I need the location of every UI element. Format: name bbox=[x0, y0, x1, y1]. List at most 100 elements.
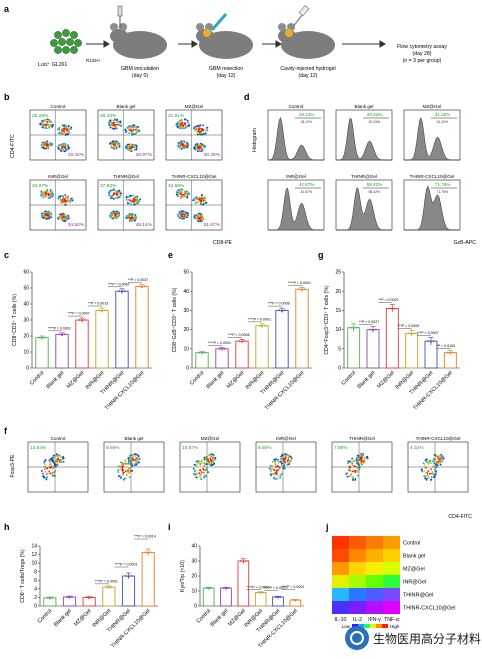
histogram-title: Control bbox=[289, 104, 304, 109]
flow-event bbox=[109, 212, 112, 215]
flow-event bbox=[121, 468, 124, 471]
x-tick-label: Control bbox=[29, 370, 46, 387]
flow-event bbox=[210, 460, 213, 463]
flow-event bbox=[193, 147, 196, 150]
flow-event bbox=[131, 130, 133, 133]
flow-event bbox=[110, 123, 112, 126]
flow-event bbox=[182, 195, 185, 198]
flow-event bbox=[114, 210, 117, 213]
quadrant-bottom-value: 48.14% bbox=[136, 222, 153, 228]
flow-event bbox=[135, 125, 138, 128]
flow-event bbox=[357, 456, 360, 459]
heatmap-cell bbox=[349, 549, 366, 562]
flow-event bbox=[128, 476, 131, 479]
quadrant-top-value: 9.65% bbox=[106, 445, 120, 451]
flow-event bbox=[366, 457, 369, 460]
data-point bbox=[48, 597, 51, 600]
flow-event bbox=[287, 455, 289, 457]
cells-label: Luci⁺ GL261 bbox=[38, 62, 67, 68]
y-axis-label: CD4⁺Foxp3⁺CD3⁺ T cells (%) bbox=[324, 285, 330, 354]
flow-event bbox=[117, 123, 120, 126]
gate-subvalue: 58.42% bbox=[368, 190, 380, 194]
flow-event bbox=[276, 472, 278, 475]
y-axis-label: CD8⁺CD3⁺ T cells (%) bbox=[12, 294, 18, 346]
flow-event bbox=[179, 125, 182, 128]
y-tick-label: 10 bbox=[191, 589, 197, 595]
flow-event bbox=[182, 144, 185, 147]
flow-event bbox=[184, 123, 187, 126]
flow-event bbox=[360, 453, 363, 456]
flow-event bbox=[437, 454, 440, 457]
flow-event bbox=[354, 478, 357, 481]
flow-event bbox=[183, 192, 186, 195]
flow-event bbox=[355, 457, 358, 460]
gate-subvalue: 42.87% bbox=[300, 190, 312, 194]
flow-event bbox=[179, 197, 182, 199]
heatmap-cell bbox=[332, 536, 349, 549]
flow-event bbox=[44, 191, 47, 194]
flow-event bbox=[120, 476, 122, 479]
heatmap-row-label: THINR@Gel bbox=[403, 593, 433, 599]
flow-event bbox=[43, 141, 46, 144]
flow-event bbox=[58, 127, 61, 130]
data-point bbox=[68, 596, 71, 599]
flow-event bbox=[271, 468, 274, 470]
flow-event bbox=[132, 456, 134, 458]
flow-event bbox=[66, 214, 69, 217]
gate-value: 71.76% bbox=[435, 182, 451, 187]
x-tick-label: Control bbox=[37, 608, 54, 625]
flow-event bbox=[199, 214, 202, 217]
panel-j: j Control Blank gel MZ@Gel INR@Gel THINR@Gel… bbox=[325, 522, 456, 629]
flow-event bbox=[283, 467, 286, 470]
flow-event bbox=[203, 471, 205, 474]
flow-event bbox=[63, 127, 66, 130]
quadrant-bottom-value: 30.26% bbox=[204, 152, 221, 158]
flow-event bbox=[210, 453, 213, 455]
p-value-label: ***P = 0.0007 bbox=[417, 331, 439, 335]
data-point bbox=[303, 288, 306, 291]
flow-event bbox=[180, 140, 183, 143]
p-value-label: **P = 0.0027 bbox=[359, 320, 379, 324]
flow-event bbox=[176, 125, 179, 128]
flow-event bbox=[427, 462, 430, 465]
bar bbox=[235, 340, 249, 369]
flow-plot-title: Blank gel bbox=[125, 436, 144, 441]
flow-event bbox=[276, 464, 279, 467]
flow-event bbox=[183, 195, 186, 198]
y-axis-label: Kyn/Trp (×10) bbox=[180, 560, 186, 592]
schematic-arrows bbox=[86, 40, 386, 48]
flow-event bbox=[180, 193, 183, 196]
flow-event bbox=[125, 196, 128, 199]
flow-event bbox=[121, 469, 124, 472]
flow-event bbox=[352, 475, 354, 478]
flow-event bbox=[62, 125, 65, 127]
flow-event bbox=[183, 210, 186, 213]
flow-event bbox=[121, 474, 124, 477]
flow-event bbox=[41, 126, 44, 129]
panel-label-b: b bbox=[4, 92, 10, 102]
flow-event bbox=[51, 472, 53, 475]
flow-event bbox=[200, 459, 203, 462]
data-point bbox=[298, 288, 301, 291]
flow-event bbox=[67, 126, 70, 129]
flow-event bbox=[45, 189, 47, 192]
flow-event bbox=[135, 460, 137, 463]
panel-d: d Histogram GzB-APC Control 18.12% 18.12% B… bbox=[244, 92, 476, 246]
p-value-label: *P = 0.0193 bbox=[436, 344, 455, 348]
data-point bbox=[78, 319, 81, 321]
flow-event bbox=[114, 216, 117, 218]
flow-event bbox=[126, 214, 129, 217]
p-value-label: ****P = 0.0001 bbox=[115, 563, 138, 567]
flow-event bbox=[138, 200, 141, 203]
flow-event bbox=[194, 197, 197, 199]
flow-plot: INR@Gel 8.60% bbox=[255, 436, 317, 493]
bar bbox=[55, 333, 69, 369]
flow-event bbox=[40, 124, 43, 126]
flow-event bbox=[177, 145, 180, 148]
p-value-label: ***P = 0.0067 bbox=[108, 282, 130, 286]
flow-event bbox=[43, 211, 46, 214]
y-tick-label: 50 bbox=[183, 270, 189, 276]
flow-event bbox=[117, 475, 120, 477]
flow-event bbox=[109, 126, 112, 129]
flow-event bbox=[175, 193, 178, 196]
